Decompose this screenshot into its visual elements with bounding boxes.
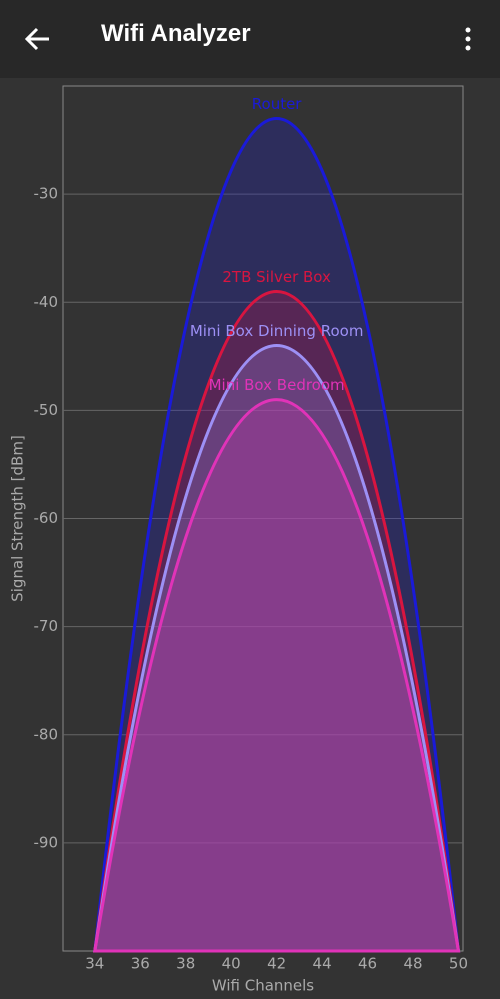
y-tick-label: -50 xyxy=(34,401,59,419)
x-tick-label: 34 xyxy=(85,955,104,973)
x-tick-label: 44 xyxy=(313,955,332,973)
network-label: Mini Box Bedroom xyxy=(209,376,345,394)
x-tick-label: 40 xyxy=(222,955,241,973)
y-tick-label: -70 xyxy=(34,617,59,635)
y-tick-label: -30 xyxy=(34,185,59,203)
y-tick-label: -40 xyxy=(34,293,59,311)
x-tick-label: 36 xyxy=(131,955,150,973)
app-title: Wifi Analyzer xyxy=(101,20,251,47)
chart: -30 -40 -50 -60 -70 -80 -90 34 36 38 40 42 44 46 48 50 W… xyxy=(9,85,468,995)
network-label: Router xyxy=(252,95,303,113)
y-axis-label: Signal Strength [dBm] xyxy=(9,435,27,602)
x-axis-label: Wifi Channels xyxy=(212,977,314,995)
y-tick-label: -90 xyxy=(34,833,59,851)
signal-curve xyxy=(93,344,461,953)
x-tick-label: 50 xyxy=(449,955,468,973)
network-label: 2TB Silver Box xyxy=(222,268,331,286)
menu-button[interactable] xyxy=(462,27,474,51)
signal-curve xyxy=(93,117,461,953)
x-tick-label: 42 xyxy=(267,955,286,973)
back-button[interactable] xyxy=(25,27,51,51)
y-tick-label: -60 xyxy=(34,509,59,527)
signal-curve xyxy=(93,289,461,953)
x-tick-label: 46 xyxy=(358,955,377,973)
y-tick-label: -80 xyxy=(34,725,59,743)
signal-curve xyxy=(93,398,461,953)
x-tick-label: 48 xyxy=(403,955,422,973)
x-tick-label: 38 xyxy=(176,955,195,973)
network-label: Mini Box Dinning Room xyxy=(190,322,364,340)
app-bar: Wifi Analyzer xyxy=(0,0,500,78)
